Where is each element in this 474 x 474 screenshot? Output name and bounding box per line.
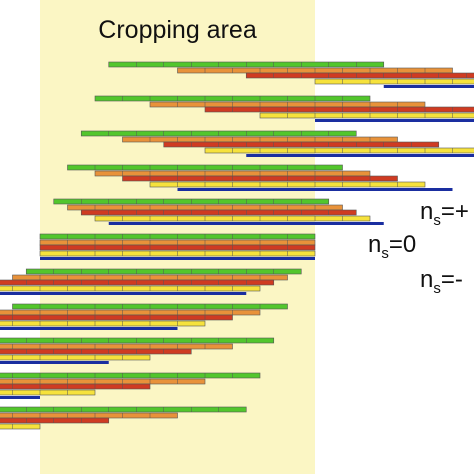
yellow-bar — [259, 112, 474, 119]
green-bar — [12, 303, 288, 310]
blue-bar — [315, 119, 474, 122]
red-bar — [0, 417, 110, 424]
red-bar — [0, 279, 275, 286]
red-bar — [163, 141, 440, 148]
yellow-bar — [39, 250, 316, 257]
bar-stack-row — [108, 61, 474, 88]
orange-bar — [0, 309, 261, 316]
green-bar — [0, 372, 261, 379]
orange-bar — [0, 343, 233, 350]
orange-bar — [67, 204, 343, 211]
cropping-area-label: Cropping area — [98, 16, 257, 44]
blue-bar — [383, 85, 474, 88]
bar-stack-row — [0, 337, 275, 364]
yellow-bar — [204, 147, 474, 154]
green-bar — [25, 268, 302, 275]
green-bar — [80, 130, 357, 137]
bar-stack-row — [39, 233, 316, 260]
red-bar — [0, 383, 151, 390]
red-bar — [0, 348, 192, 355]
blue-bar — [246, 154, 474, 157]
blue-bar — [0, 327, 178, 330]
bar-stack-row — [94, 95, 474, 122]
ns-plus-label: ns=+ — [420, 198, 469, 229]
orange-bar — [0, 378, 206, 385]
bar-stack-row — [80, 130, 474, 157]
blue-bar — [108, 222, 384, 225]
green-bar — [94, 95, 371, 102]
green-bar — [67, 164, 343, 171]
red-bar — [0, 314, 233, 321]
bar-stack-row — [0, 406, 247, 430]
blue-bar — [40, 257, 315, 260]
bar-stack-row — [0, 372, 261, 399]
yellow-bar — [0, 423, 41, 430]
blue-bar — [0, 361, 109, 364]
yellow-bar — [314, 78, 474, 85]
yellow-bar — [94, 215, 371, 222]
blue-bar — [0, 396, 40, 399]
orange-bar — [149, 101, 426, 108]
yellow-bar — [0, 389, 96, 396]
ns-zero-label: ns=0 — [368, 231, 417, 262]
red-bar — [80, 209, 357, 216]
orange-bar — [94, 170, 371, 177]
orange-bar — [39, 239, 316, 246]
ns-minus-label: ns=- — [420, 266, 463, 297]
bar-stack-row — [67, 164, 453, 191]
yellow-bar — [0, 320, 206, 327]
green-bar — [108, 61, 385, 68]
yellow-bar — [0, 285, 261, 292]
red-bar — [122, 175, 398, 182]
green-bar — [53, 198, 330, 205]
green-bar — [39, 233, 316, 240]
green-bar — [0, 337, 275, 344]
bar-stack-row — [0, 303, 288, 330]
red-bar — [39, 244, 316, 251]
orange-bar — [0, 412, 178, 419]
blue-bar — [177, 188, 453, 191]
yellow-bar — [149, 181, 426, 188]
bar-stack-row — [0, 268, 302, 295]
orange-bar — [12, 274, 288, 281]
orange-bar — [122, 136, 398, 143]
red-bar — [245, 72, 474, 79]
blue-bar — [0, 292, 247, 295]
orange-bar — [177, 67, 453, 74]
red-bar — [204, 106, 474, 113]
bar-stack-row — [53, 198, 384, 225]
green-bar — [0, 406, 247, 413]
yellow-bar — [0, 354, 151, 361]
